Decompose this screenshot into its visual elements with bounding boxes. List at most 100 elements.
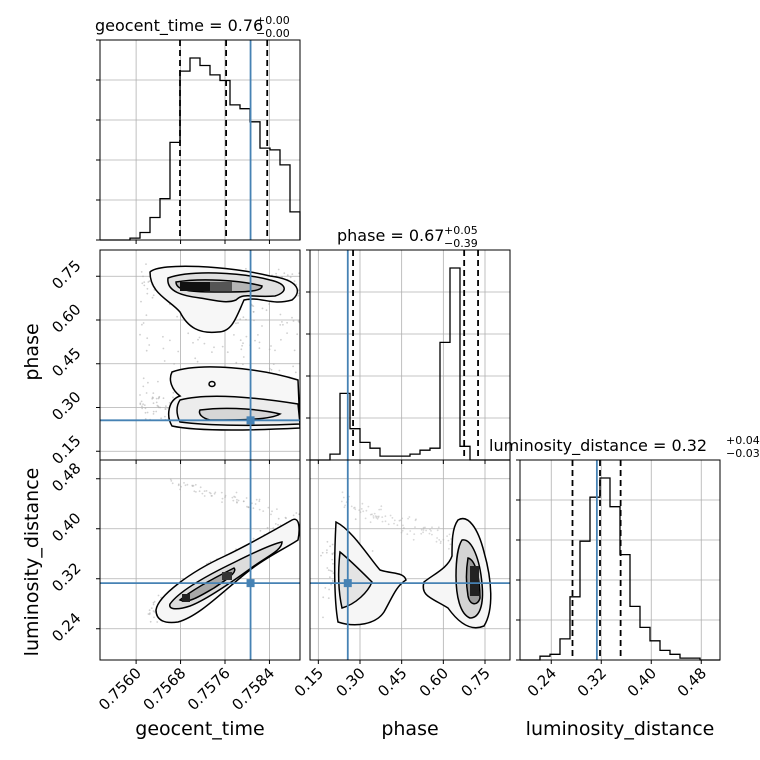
scatter-point — [329, 576, 331, 579]
scatter-point — [331, 552, 334, 555]
scatter-point — [145, 392, 148, 394]
scatter-point — [294, 371, 297, 374]
scatter-point — [197, 338, 199, 341]
scatter-point — [163, 360, 166, 362]
scatter-point — [210, 495, 213, 497]
title-luminosity-distance-plus: +0.04 — [726, 434, 760, 447]
density-core-ld-geo-2 — [222, 572, 232, 580]
x-tick-label: 0.32 — [574, 664, 610, 700]
scatter-point — [236, 501, 238, 504]
scatter-point — [400, 531, 403, 534]
scatter-point — [375, 516, 378, 519]
scatter-point — [353, 506, 356, 509]
scatter-point — [267, 506, 270, 509]
scatter-point — [246, 505, 248, 508]
density-core-ld-phase — [470, 566, 479, 596]
density-core-upper-2 — [210, 282, 232, 291]
scatter-point — [268, 303, 270, 305]
x-tick-label: 0.24 — [524, 664, 560, 700]
x-tick-label: 0.7568 — [140, 664, 190, 714]
panel-frame — [99, 459, 301, 661]
y-tick-label: 0.40 — [48, 509, 84, 545]
scatter-point — [155, 410, 158, 413]
scatter-point — [327, 569, 330, 571]
scatter-point — [429, 528, 431, 531]
y-tick-label: 0.30 — [48, 388, 84, 424]
scatter-point — [221, 497, 224, 500]
scatter-point — [326, 549, 328, 551]
scatter-point — [266, 526, 269, 529]
title-geocent-time-plus: +0.00 — [256, 14, 290, 27]
scatter-point — [322, 616, 324, 619]
scatter-point — [439, 540, 442, 543]
scatter-point — [258, 347, 261, 350]
scatter-point — [277, 523, 279, 526]
scatter-point — [165, 405, 167, 407]
scatter-point — [203, 490, 206, 492]
scatter-point — [254, 503, 257, 505]
scatter-point — [437, 526, 440, 529]
scatter-point — [300, 392, 302, 394]
scatter-point — [291, 273, 294, 275]
x-tick-label: 0.40 — [624, 664, 660, 700]
scatter-point — [153, 600, 156, 603]
scatter-point — [393, 522, 395, 525]
scatter-point — [372, 515, 375, 517]
scatter-point — [276, 508, 278, 510]
scatter-point — [413, 533, 416, 535]
scatter-point — [354, 508, 357, 511]
scatter-point — [258, 508, 261, 511]
scatter-point — [412, 538, 415, 541]
scatter-point — [292, 320, 295, 322]
scatter-point — [194, 357, 197, 360]
scatter-point — [141, 405, 143, 408]
x-tick-label: 0.48 — [674, 664, 710, 700]
scatter-point — [166, 406, 169, 409]
scatter-point — [258, 498, 261, 501]
scatter-point — [187, 332, 190, 335]
scatter-point — [157, 594, 160, 597]
scatter-point — [448, 533, 451, 536]
scatter-point — [322, 596, 325, 599]
scatter-point — [354, 518, 357, 521]
scatter-point — [341, 491, 344, 494]
scatter-point — [296, 333, 299, 336]
scatter-point — [324, 587, 327, 589]
scatter-point — [436, 529, 439, 532]
scatter-point — [172, 396, 174, 399]
scatter-point — [242, 500, 245, 503]
scatter-point — [157, 380, 159, 383]
scatter-point — [152, 397, 155, 399]
scatter-point — [139, 333, 141, 336]
scatter-point — [153, 616, 155, 619]
scatter-point — [291, 316, 293, 319]
scatter-point — [152, 410, 155, 413]
scatter-point — [235, 361, 238, 364]
scatter-point — [281, 321, 283, 323]
scatter-point — [141, 407, 144, 410]
y-tick-label: 0.15 — [48, 432, 84, 468]
scatter-point — [253, 319, 255, 322]
scatter-point — [258, 500, 261, 503]
scatter-point — [343, 506, 346, 509]
scatter-point — [261, 325, 263, 327]
scatter-point — [239, 318, 242, 321]
scatter-point — [401, 529, 404, 532]
scatter-point — [237, 499, 240, 502]
scatter-point — [196, 360, 199, 363]
scatter-point — [151, 296, 154, 299]
scatter-point — [446, 535, 448, 537]
scatter-point — [162, 335, 164, 338]
scatter-point — [252, 305, 255, 307]
scatter-point — [158, 396, 160, 399]
scatter-point — [245, 318, 247, 321]
scatter-point — [422, 529, 425, 531]
scatter-point — [380, 508, 382, 511]
scatter-point — [380, 505, 383, 508]
scatter-point — [414, 526, 416, 528]
scatter-point — [195, 491, 197, 493]
scatter-point — [399, 519, 402, 522]
truth-lines — [100, 40, 598, 660]
scatter-point — [242, 316, 245, 319]
